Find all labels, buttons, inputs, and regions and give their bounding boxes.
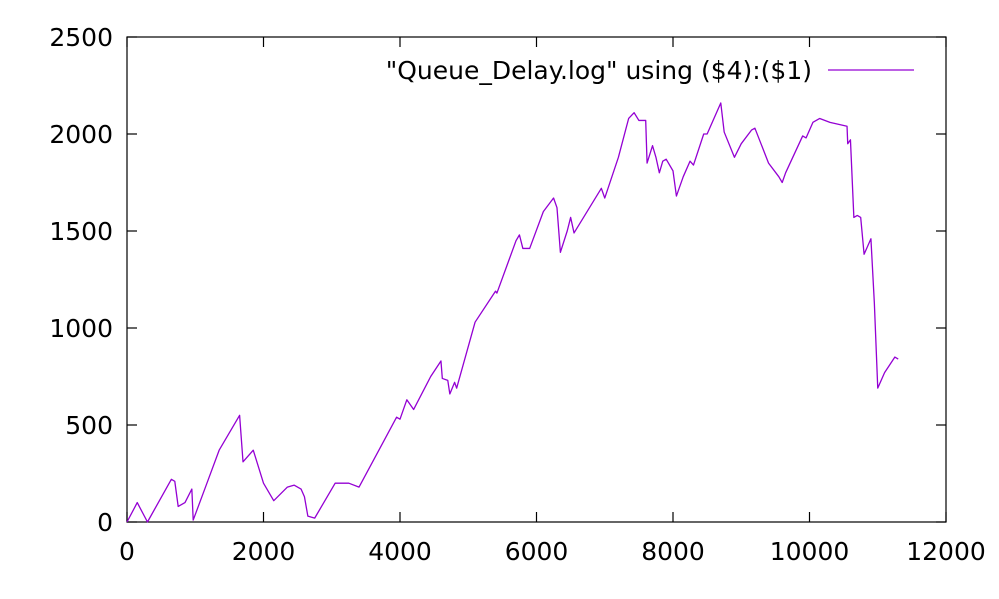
axis-ticks: 0 2000 4000 6000 8000 10000 12000 0 500 1000 1500 2… <box>49 23 985 566</box>
y-tick-label: 2000 <box>49 120 113 149</box>
y-tick-label: 0 <box>97 508 113 537</box>
series-line <box>126 102 899 523</box>
x-tick-label: 4000 <box>368 537 432 566</box>
y-tick-label: 500 <box>65 411 113 440</box>
legend: "Queue_Delay.log" using ($4):($1) <box>386 56 914 85</box>
legend-label: "Queue_Delay.log" using ($4):($1) <box>386 56 812 85</box>
y-tick-label: 2500 <box>49 23 113 52</box>
y-tick-label: 1500 <box>49 217 113 246</box>
x-tick-label: 0 <box>119 537 135 566</box>
x-tick-label: 6000 <box>505 537 569 566</box>
x-tick-label: 8000 <box>641 537 705 566</box>
x-tick-label: 2000 <box>232 537 296 566</box>
x-tick-label: 10000 <box>770 537 850 566</box>
x-tick-label: 12000 <box>906 537 986 566</box>
series-layer <box>126 102 899 523</box>
y-tick-label: 1000 <box>49 314 113 343</box>
